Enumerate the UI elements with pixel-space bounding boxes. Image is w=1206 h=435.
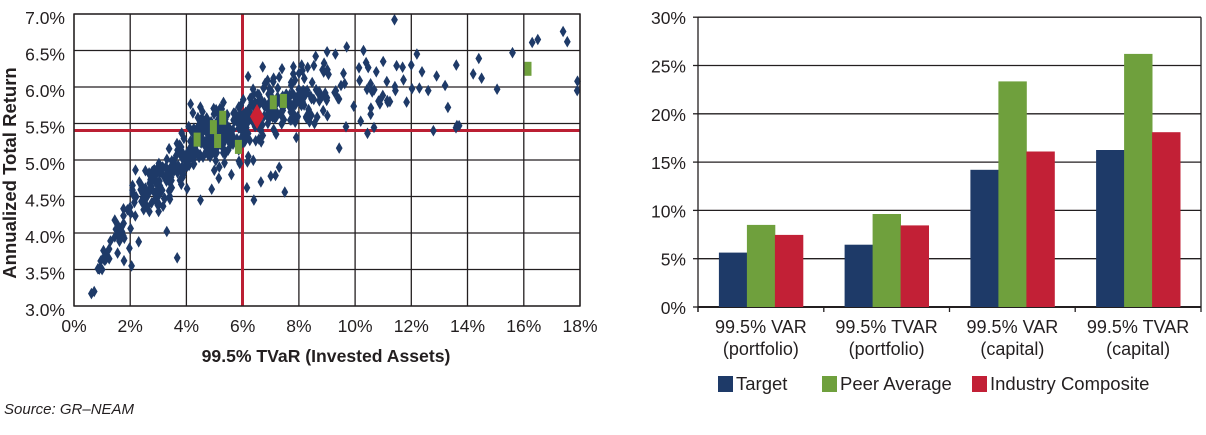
svg-text:(portfolio): (portfolio) [849,339,925,359]
svg-text:4.5%: 4.5% [25,191,65,211]
svg-text:99.5% TVAR: 99.5% TVAR [835,317,937,337]
svg-text:4.0%: 4.0% [25,227,65,247]
svg-text:25%: 25% [651,57,686,77]
svg-text:18%: 18% [562,316,597,336]
svg-text:14%: 14% [450,316,485,336]
svg-text:5.0%: 5.0% [25,154,65,174]
svg-text:99.5% VAR: 99.5% VAR [715,317,807,337]
svg-text:8%: 8% [286,316,311,336]
svg-text:5.5%: 5.5% [25,118,65,138]
svg-text:6%: 6% [230,316,255,336]
svg-text:99.5% VAR: 99.5% VAR [967,317,1059,337]
svg-text:(portfolio): (portfolio) [723,339,799,359]
svg-text:16%: 16% [506,316,541,336]
svg-text:7.0%: 7.0% [25,8,65,28]
svg-text:(capital): (capital) [1106,339,1170,359]
svg-text:(capital): (capital) [980,339,1044,359]
svg-text:Annualized Total Return: Annualized Total Return [0,67,20,278]
svg-text:Peer Average: Peer Average [840,373,952,394]
svg-text:Source: GR–NEAM: Source: GR–NEAM [4,401,135,418]
svg-text:12%: 12% [394,316,429,336]
svg-text:0%: 0% [661,298,686,318]
svg-text:99.5% TVAR: 99.5% TVAR [1087,317,1189,337]
svg-text:6.5%: 6.5% [25,45,65,65]
svg-text:10%: 10% [651,201,686,221]
svg-text:20%: 20% [651,105,686,125]
svg-text:Target: Target [736,373,787,394]
svg-text:3.5%: 3.5% [25,264,65,284]
svg-text:99.5% TVaR (Invested Assets): 99.5% TVaR (Invested Assets) [202,346,451,366]
svg-text:30%: 30% [651,8,686,28]
svg-text:15%: 15% [651,153,686,173]
svg-text:3.0%: 3.0% [25,300,65,320]
svg-text:10%: 10% [338,316,373,336]
svg-text:0%: 0% [61,316,86,336]
svg-text:Industry Composite: Industry Composite [990,373,1149,394]
svg-text:6.0%: 6.0% [25,81,65,101]
svg-text:2%: 2% [118,316,143,336]
svg-text:4%: 4% [174,316,199,336]
svg-text:5%: 5% [661,250,686,270]
